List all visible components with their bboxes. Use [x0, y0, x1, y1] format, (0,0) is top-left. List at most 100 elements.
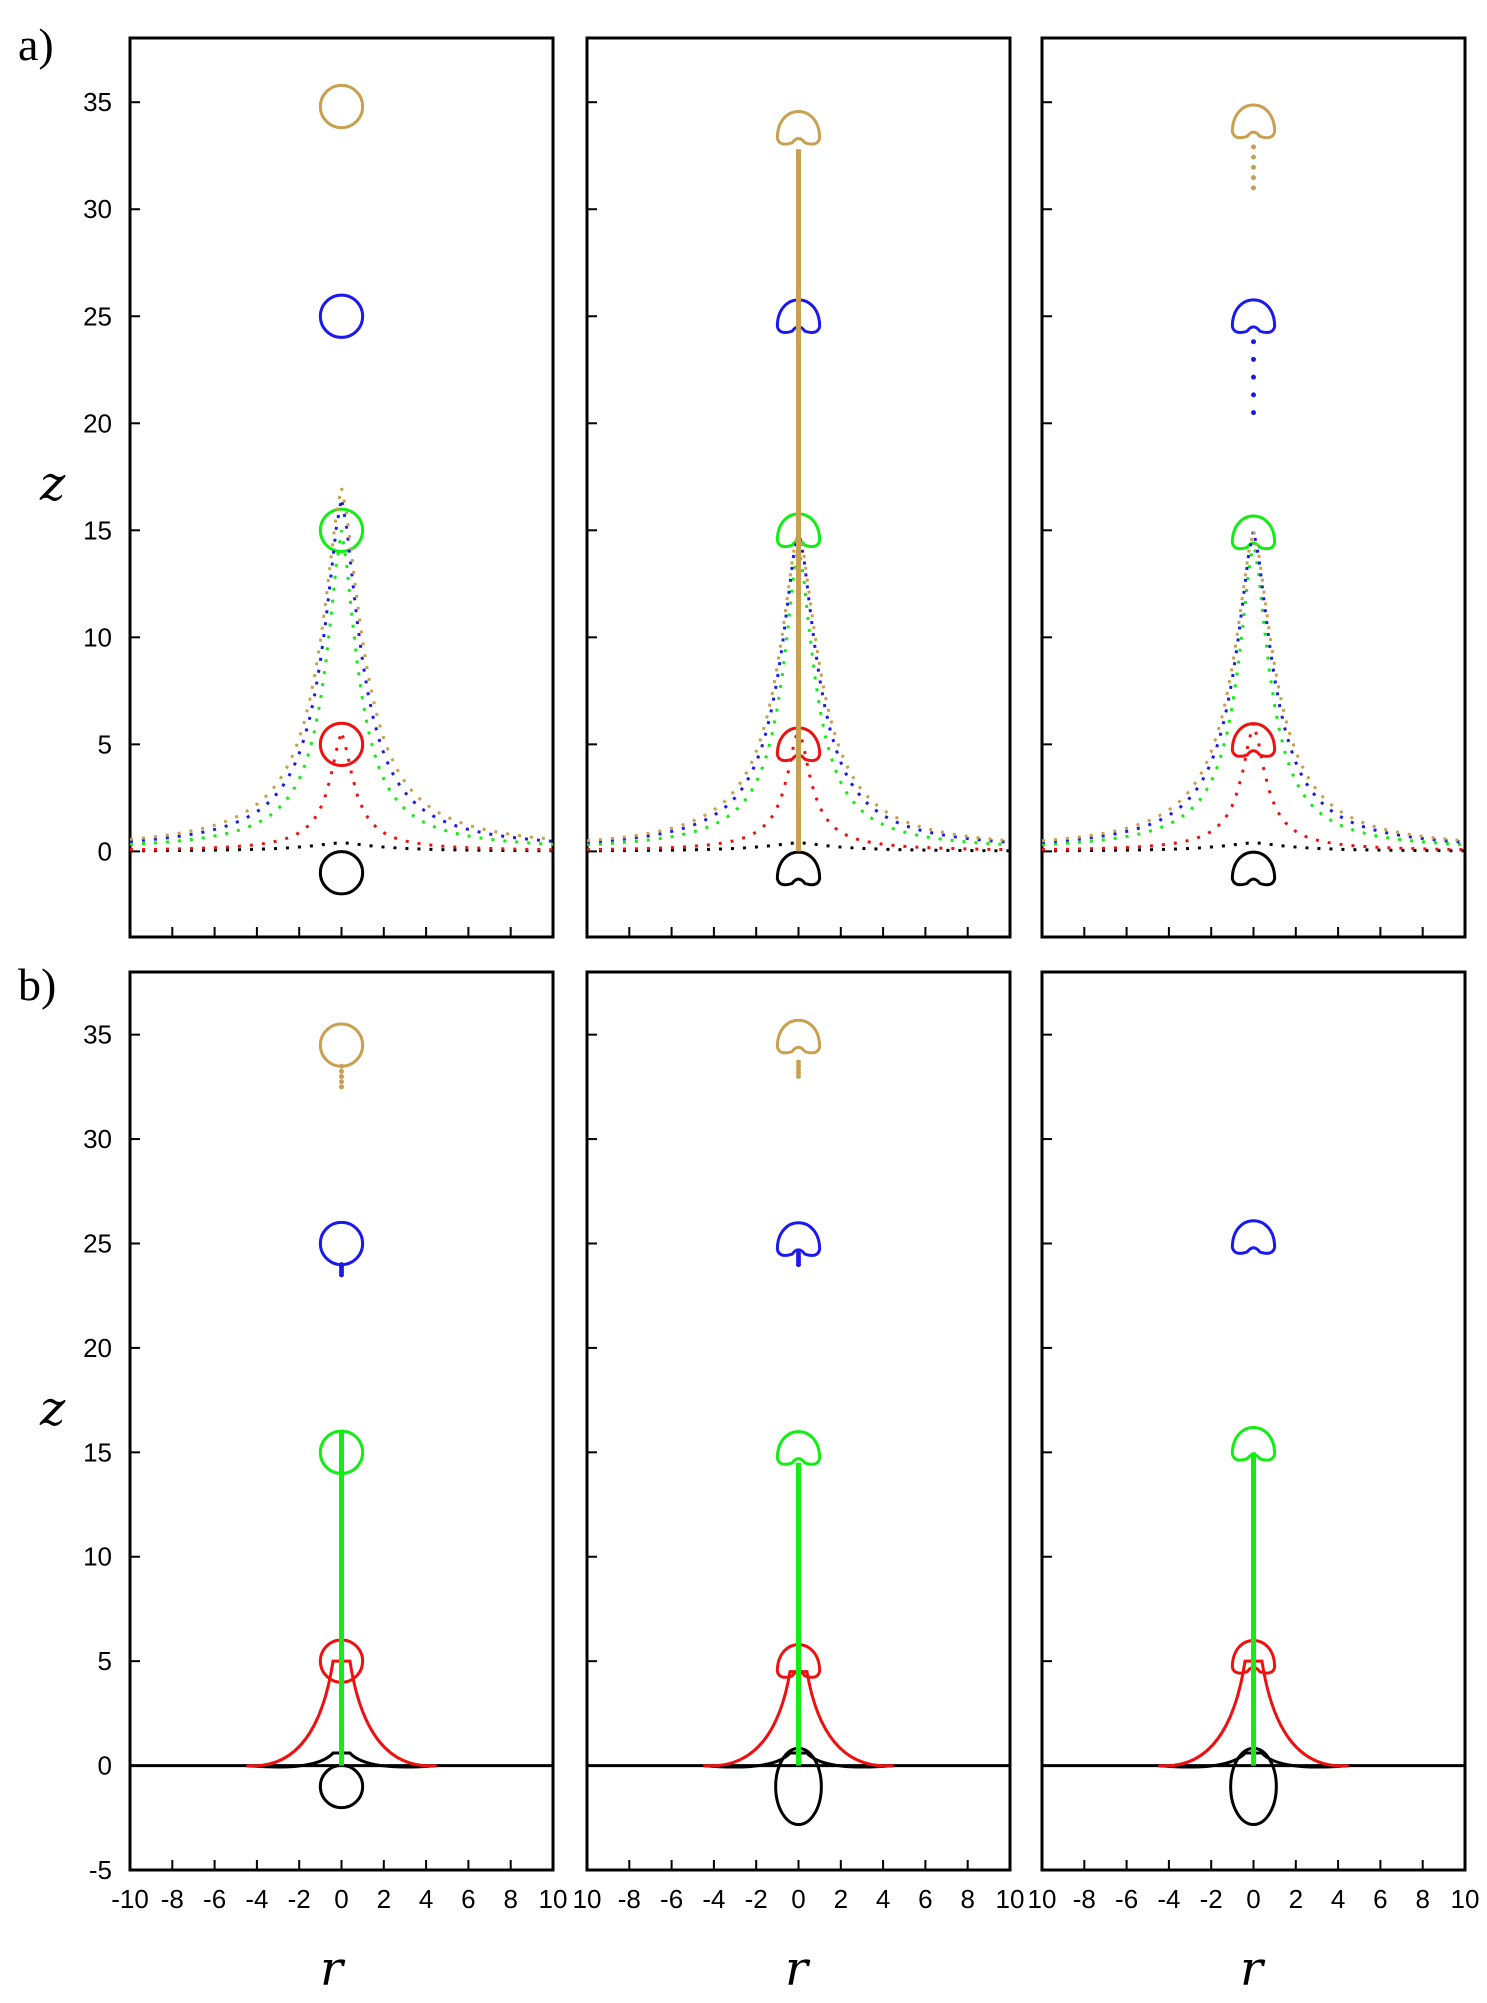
- y-tick-label: 35: [83, 87, 112, 117]
- x-tick-label: -8: [1073, 1884, 1096, 1914]
- bubble: [775, 1643, 822, 1679]
- x-tick-label: -4: [245, 1884, 268, 1914]
- bubble: [1230, 298, 1277, 334]
- droplet: [796, 1070, 801, 1076]
- x-tick-label: -8: [618, 1884, 641, 1914]
- x-tick-label: 0: [791, 1884, 805, 1914]
- bubble: [1230, 1426, 1277, 1462]
- droplet: [1251, 144, 1256, 150]
- y-tick-label: 10: [83, 622, 112, 652]
- droplet: [339, 1084, 344, 1090]
- droplet: [796, 1063, 801, 1069]
- bubble: [318, 1022, 365, 1068]
- x-tick-label: -2: [745, 1884, 768, 1914]
- bubble: [318, 1220, 365, 1267]
- panel-row2-col2: 10 -8 -6 -4 -2 0 2 4 6 8 10: [573, 970, 1025, 1914]
- droplet: [796, 1066, 801, 1072]
- x-tick-label: -6: [1115, 1884, 1138, 1914]
- droplet: [1251, 356, 1256, 362]
- y-axis-label-a: z: [39, 456, 66, 512]
- x-tick-label: 4: [876, 1884, 890, 1914]
- row-label-b: b): [18, 959, 56, 1010]
- y-tick-label: 35: [83, 1020, 112, 1050]
- x-tick-label: 6: [918, 1884, 932, 1914]
- surface-profile: [586, 545, 1011, 847]
- x-tick-label: 2: [1289, 1884, 1303, 1914]
- droplet: [796, 1059, 801, 1065]
- x-tick-label: -4: [1157, 1884, 1180, 1914]
- x-axis-label-1: r: [320, 1941, 346, 1997]
- bubble: [1230, 1639, 1277, 1675]
- y-tick-label: 15: [83, 515, 112, 545]
- droplet: [1251, 175, 1256, 181]
- bubble: [775, 110, 822, 146]
- bubble: [1230, 103, 1277, 140]
- x-tick-label: 2: [377, 1884, 391, 1914]
- droplet: [1251, 185, 1256, 191]
- bubble: [775, 850, 822, 887]
- y-tick-label: 5: [98, 1646, 112, 1676]
- bubble: [775, 1018, 822, 1055]
- y-tick-label: 25: [83, 1228, 112, 1258]
- x-tick-label: 4: [419, 1884, 433, 1914]
- y-tick-label: 20: [83, 1333, 112, 1363]
- bubble: [775, 1221, 822, 1257]
- panel-row2-col3: 10 -8 -6 -4 -2 0 2 4 6 8 10: [1028, 970, 1480, 1914]
- bubble: [1230, 722, 1277, 758]
- y-tick-label: 15: [83, 1437, 112, 1467]
- droplet: [1251, 154, 1256, 160]
- droplet: [1251, 164, 1256, 170]
- panel-row1-col2: [585, 36, 1012, 939]
- y-axis-label-b: z: [39, 1381, 66, 1437]
- bubble: [775, 726, 822, 763]
- x-tick-label: -2: [1200, 1884, 1223, 1914]
- x-tick-label: 10: [1028, 1884, 1057, 1914]
- y-tick-label: 0: [98, 1751, 112, 1781]
- y-tick-label: 30: [83, 1124, 112, 1154]
- x-tick-label: 10: [539, 1884, 568, 1914]
- x-tick-label: -6: [203, 1884, 226, 1914]
- bubble: [1230, 514, 1277, 551]
- panel-row1-col1: 0 5 10 15 20 25 30 35: [83, 36, 555, 939]
- bubble: [775, 298, 822, 334]
- row-label-a: a): [18, 19, 54, 70]
- bubble: [318, 850, 365, 896]
- y-tick-label: 0: [98, 836, 112, 866]
- droplet: [796, 1251, 801, 1257]
- bubble: [318, 83, 365, 130]
- y-tick-label: 20: [83, 408, 112, 438]
- x-tick-label: 10: [996, 1884, 1025, 1914]
- y-tick-label: 30: [83, 194, 112, 224]
- x-tick-label: 2: [834, 1884, 848, 1914]
- x-tick-label: 6: [461, 1884, 475, 1914]
- bubble: [775, 1430, 822, 1466]
- bubble: [318, 507, 365, 553]
- x-axis-label-3: r: [1240, 1941, 1266, 1997]
- panel-frame: [1040, 36, 1467, 939]
- droplet: [339, 1272, 344, 1278]
- x-tick-label: -10: [111, 1884, 149, 1914]
- bubble: [318, 293, 365, 339]
- x-tick-label: -4: [702, 1884, 725, 1914]
- surface-profile: [586, 721, 1011, 852]
- droplet: [339, 1068, 344, 1074]
- droplet: [339, 1079, 344, 1085]
- bubble: [1230, 1219, 1277, 1255]
- y-tick-label: -5: [89, 1855, 112, 1885]
- droplet: [796, 1073, 801, 1079]
- x-tick-label: 8: [960, 1884, 974, 1914]
- droplet: [1251, 410, 1256, 416]
- x-tick-label: -8: [161, 1884, 184, 1914]
- bubble: [775, 512, 822, 549]
- bubble: [318, 721, 365, 768]
- droplet: [1251, 392, 1256, 398]
- x-tick-label: 0: [334, 1884, 348, 1914]
- x-tick-label: 10: [1451, 1884, 1480, 1914]
- x-tick-label: 8: [503, 1884, 517, 1914]
- x-tick-label: 6: [1373, 1884, 1387, 1914]
- panel-frame: [128, 36, 555, 939]
- droplet: [1251, 339, 1256, 345]
